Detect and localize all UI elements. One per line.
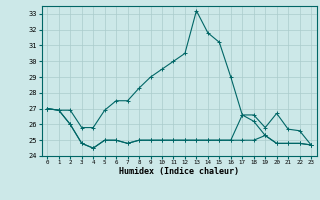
X-axis label: Humidex (Indice chaleur): Humidex (Indice chaleur): [119, 167, 239, 176]
